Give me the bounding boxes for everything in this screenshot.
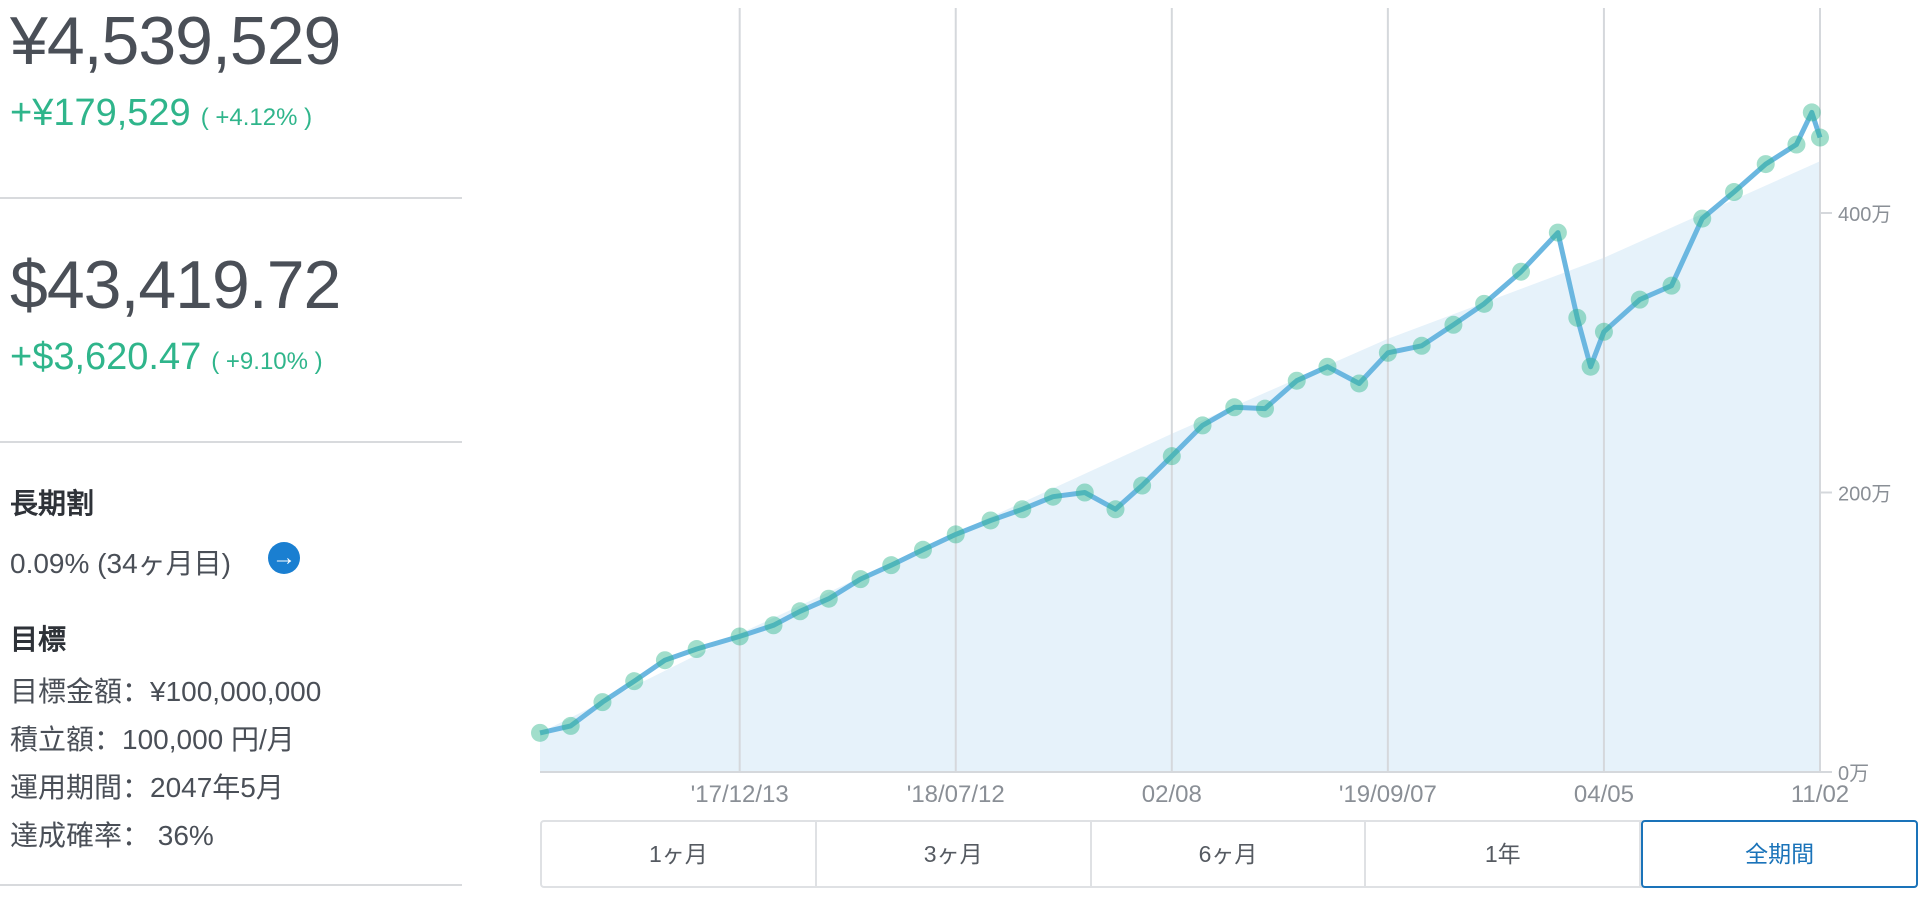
data-point-1 [561, 716, 580, 735]
x-tick-label-0: '17/12/13 [691, 781, 789, 808]
usd-total-value: $43,419.72 [10, 247, 341, 323]
summary-panel: ¥4,539,529 +¥179,529 ( +4.12% ) $43,419.7… [0, 0, 462, 904]
period-tab-2[interactable]: 6ヶ月 [1092, 822, 1367, 886]
usd-gain-value: +$3,620.47 [10, 336, 202, 378]
data-point-15 [1013, 500, 1032, 519]
data-point-19 [1133, 476, 1152, 495]
jpy-total-value: ¥4,539,529 [10, 3, 341, 79]
data-point-25 [1318, 357, 1337, 376]
data-point-3 [625, 672, 644, 691]
data-point-39 [1724, 183, 1743, 202]
period-tab-4[interactable]: 全期間 [1641, 820, 1918, 888]
period-tabs: 1ヶ月 3ヶ月 6ヶ月 1年 全期間 [540, 820, 1918, 888]
data-point-29 [1444, 315, 1463, 334]
contribution-area [540, 161, 1820, 773]
x-tick-label-1: '18/07/12 [907, 781, 1005, 808]
divider [0, 441, 462, 443]
x-tick-label-5: 11/02 [1791, 781, 1849, 808]
data-point-37 [1662, 276, 1681, 295]
data-point-40 [1756, 155, 1775, 174]
data-point-23 [1255, 399, 1274, 418]
data-point-30 [1475, 294, 1494, 313]
period-tab-3[interactable]: 1年 [1366, 822, 1642, 886]
data-point-7 [764, 616, 783, 635]
divider [0, 884, 462, 886]
goal-heading: 目標 [10, 624, 67, 655]
jpy-gain: +¥179,529 ( +4.12% ) [10, 92, 312, 135]
data-point-26 [1350, 374, 1369, 393]
usd-gain: +$3,620.47 ( +9.10% ) [10, 336, 323, 379]
data-point-33 [1568, 308, 1587, 327]
jpy-gain-percent: ( +4.12% ) [200, 104, 313, 131]
data-point-34 [1581, 357, 1600, 376]
x-tick-label-3: '19/09/07 [1339, 781, 1437, 808]
data-point-41 [1787, 135, 1806, 154]
data-point-24 [1287, 371, 1306, 390]
data-point-2 [593, 693, 612, 712]
divider [0, 197, 462, 199]
data-point-5 [687, 640, 706, 659]
data-point-8 [791, 602, 810, 621]
long-term-rate-value: 0.09% (34ヶ月目) [10, 548, 231, 579]
data-point-17 [1075, 483, 1094, 502]
usd-gain-percent: ( +9.10% ) [211, 348, 323, 375]
goal-target-amount: 目標金額：¥100,000,000 [10, 676, 322, 707]
data-point-14 [981, 511, 1000, 530]
data-point-31 [1511, 262, 1530, 281]
long-term-heading: 長期割 [10, 488, 95, 519]
data-point-16 [1044, 487, 1063, 506]
data-point-12 [913, 540, 932, 559]
data-point-9 [819, 589, 838, 608]
data-point-38 [1693, 209, 1712, 228]
data-point-27 [1378, 343, 1397, 362]
data-point-35 [1594, 322, 1613, 341]
y-tick-label-2: 400万 [1838, 204, 1891, 226]
data-point-21 [1193, 416, 1212, 435]
data-point-13 [946, 525, 965, 544]
period-tab-1[interactable]: 3ヶ月 [817, 822, 1092, 886]
valuation-line [539, 109, 1823, 736]
asset-chart[interactable]: '17/12/13 '18/07/12 02/08 '19/09/07 04/05 11/… [530, 0, 1930, 820]
data-point-42 [1802, 103, 1821, 122]
x-tick-label-4: 04/05 [1574, 781, 1634, 808]
jpy-gain-value: +¥179,529 [10, 92, 191, 134]
data-point-0 [531, 723, 549, 742]
data-point-20 [1162, 447, 1181, 466]
data-point-11 [882, 556, 901, 575]
y-tick-label-0: 0万 [1838, 763, 1869, 785]
data-point-4 [655, 651, 674, 670]
arrow-right-icon[interactable]: → [268, 542, 300, 574]
goal-period: 運用期間：2047年5月 [10, 772, 284, 803]
goal-probability: 達成確率： 36% [10, 820, 214, 851]
data-point-36 [1630, 290, 1649, 309]
y-tick-label-1: 200万 [1838, 484, 1891, 506]
data-point-22 [1225, 398, 1244, 417]
data-point-43 [1811, 128, 1829, 147]
data-point-32 [1548, 223, 1567, 242]
data-point-6 [730, 627, 749, 646]
data-point-18 [1106, 500, 1125, 519]
period-tab-0[interactable]: 1ヶ月 [542, 822, 817, 886]
data-point-10 [851, 570, 870, 589]
goal-monthly-contribution: 積立額：100,000 円/月 [10, 724, 295, 755]
asset-chart-svg: '17/12/13 '18/07/12 02/08 '19/09/07 04/05 11/… [531, 8, 1891, 808]
x-tick-label-2: 02/08 [1142, 781, 1202, 808]
data-point-28 [1412, 336, 1431, 355]
